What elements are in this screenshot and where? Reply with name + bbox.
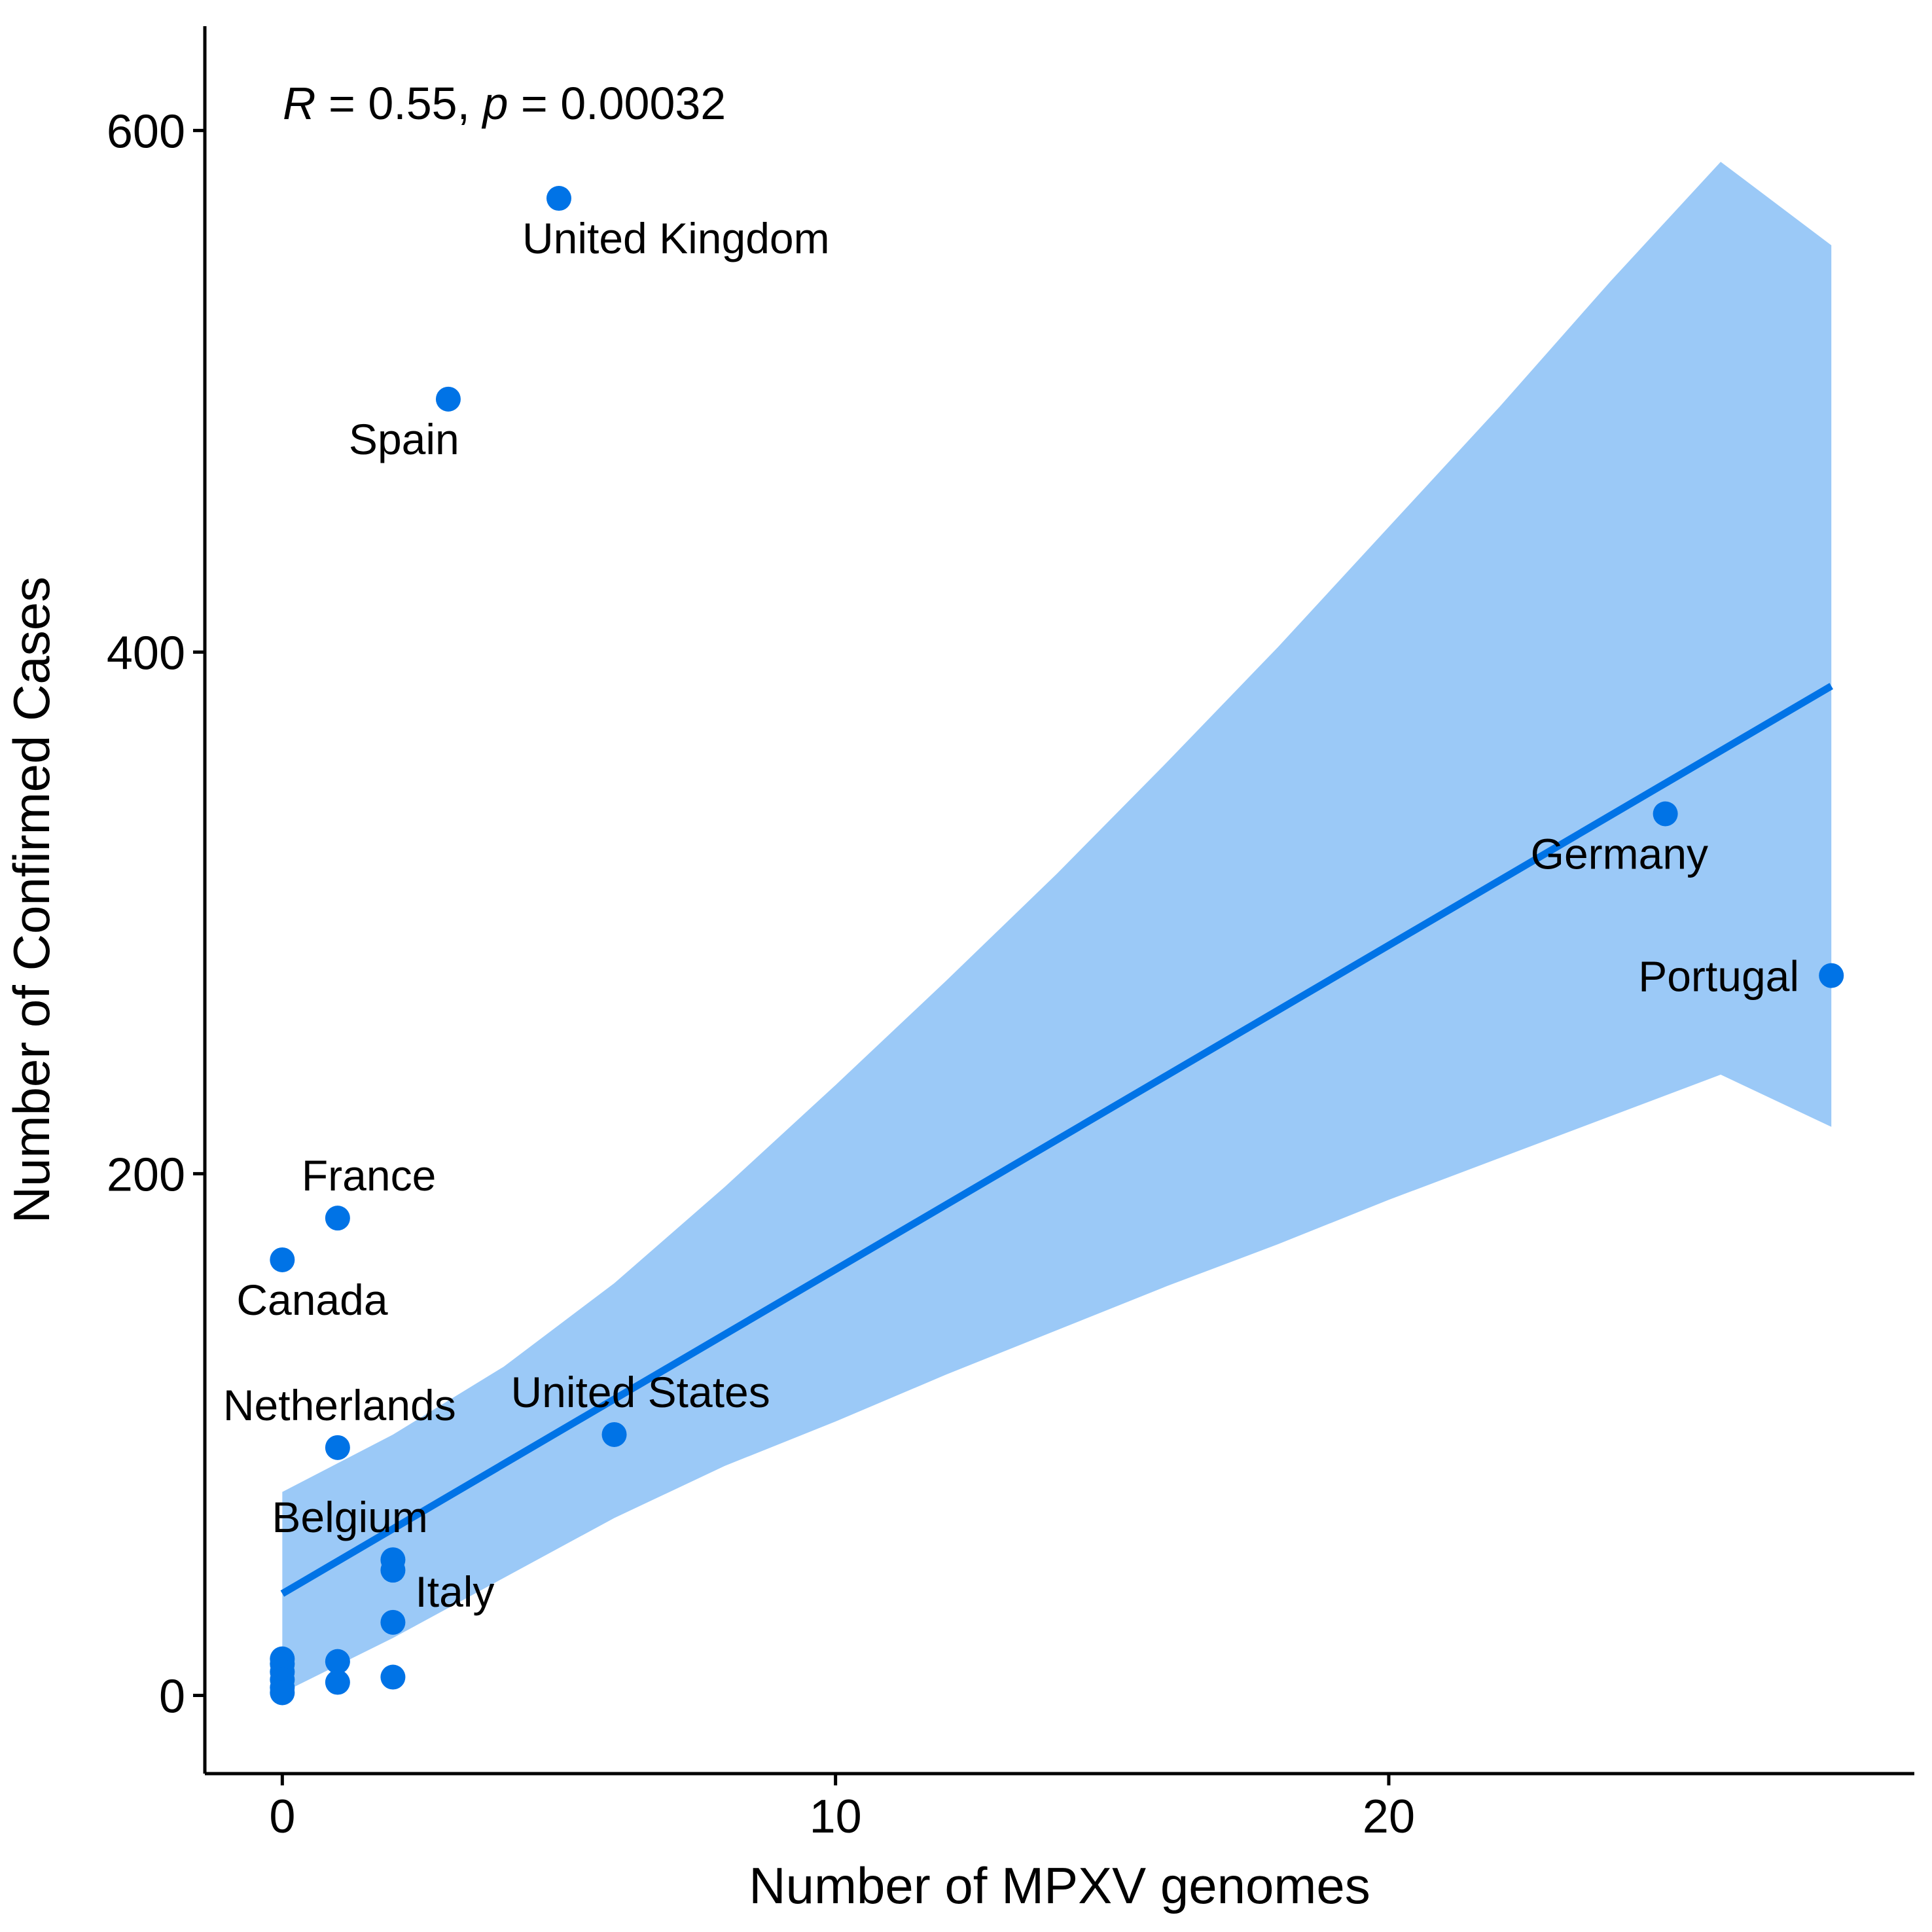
fit-line (280, 683, 1833, 1597)
data-point (380, 1664, 406, 1690)
r-symbol: R (283, 78, 316, 129)
data-point (1653, 801, 1678, 827)
point-layer (270, 186, 1844, 1706)
p-symbol: p (481, 78, 508, 129)
data-point (325, 1670, 350, 1695)
y-axis-title: Number of Confirmed Cases (3, 577, 60, 1223)
data-point (325, 1435, 350, 1460)
data-point (325, 1649, 350, 1674)
x-tick-label: 10 (810, 1791, 862, 1843)
data-point (270, 1247, 295, 1272)
data-point (270, 1680, 295, 1706)
point-label: United States (511, 1368, 770, 1416)
confidence-band (282, 162, 1832, 1693)
point-label: Netherlands (223, 1381, 456, 1429)
x-tick-label: 0 (269, 1791, 295, 1843)
point-label: Spain (349, 415, 459, 463)
data-point (601, 1422, 627, 1447)
fit-line-layer (280, 683, 1833, 1597)
p-value: = 0.00032 (508, 78, 726, 129)
data-point (1819, 963, 1844, 988)
point-label: Canada (236, 1276, 387, 1324)
data-point (435, 386, 461, 412)
point-label: Portugal (1638, 952, 1799, 1001)
y-tick-label: 0 (159, 1670, 185, 1723)
confidence-band-layer (282, 162, 1832, 1693)
data-point (325, 1206, 350, 1231)
data-point (380, 1609, 406, 1635)
y-tick-label: 400 (107, 627, 185, 679)
point-label: Belgium (272, 1493, 427, 1541)
point-label: Germany (1531, 829, 1708, 878)
correlation-annotation: R = 0.55, p = 0.00032 (283, 78, 726, 129)
data-point (380, 1558, 406, 1583)
point-label-layer: United Kingdom Spain Germany Portugal France… (223, 214, 1799, 1616)
point-label: France (302, 1151, 436, 1200)
r-value: = 0.55, (316, 78, 483, 129)
data-point (546, 186, 571, 211)
x-axis-title: Number of MPXV genomes (749, 1857, 1370, 1914)
y-tick-label: 200 (107, 1149, 185, 1201)
point-label: United Kingdom (522, 214, 830, 262)
y-tick-label: 600 (107, 105, 185, 158)
x-tick-label: 20 (1363, 1791, 1415, 1843)
point-label: Italy (415, 1567, 494, 1616)
